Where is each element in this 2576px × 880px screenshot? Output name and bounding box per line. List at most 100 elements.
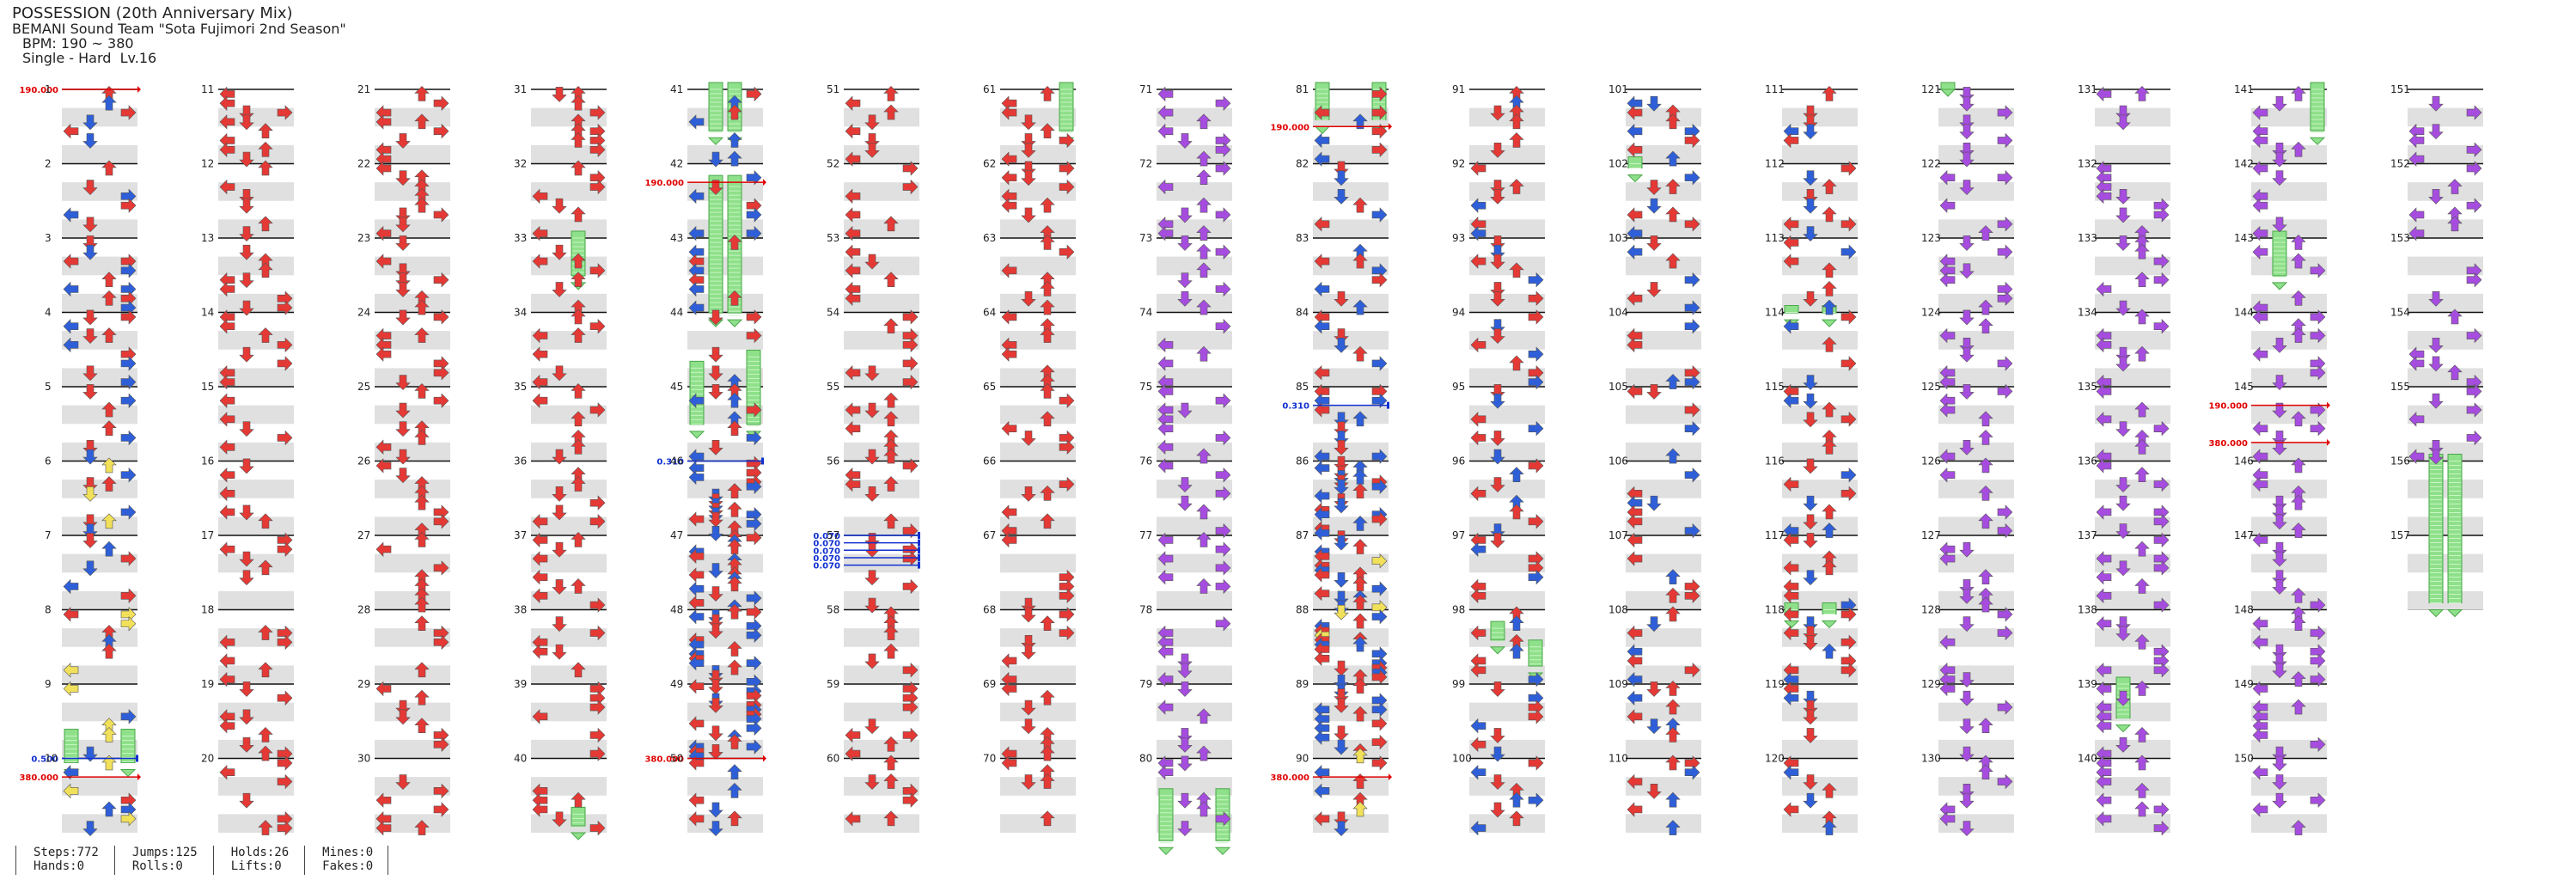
step-arrow [688, 609, 705, 625]
gimmick-marker: 190.000 [19, 86, 141, 95]
measure-number: 42 [670, 158, 683, 170]
beat-band [531, 256, 607, 276]
beat-band [2251, 702, 2327, 722]
measure-number: 49 [670, 678, 683, 690]
measure-number: 26 [357, 455, 370, 468]
measure-number: 51 [827, 83, 839, 95]
gimmick-label: 0.500 [31, 755, 58, 765]
beat-band [62, 516, 137, 535]
beat-band [1938, 702, 2014, 722]
measure-39 [531, 683, 607, 759]
beat-band [1469, 480, 1545, 498]
measure-number: 20 [201, 753, 214, 765]
measure-65 [1000, 386, 1076, 461]
beat-band [2095, 516, 2170, 535]
measure-66 [1000, 460, 1076, 535]
step-arrow [883, 85, 899, 101]
beat-band [1782, 665, 1858, 684]
measure-61 [1000, 89, 1076, 164]
beat-band [687, 628, 763, 647]
gimmick-label: 190.000 [644, 179, 684, 188]
beat-band [62, 293, 137, 313]
beat-band [2251, 777, 2327, 796]
measure-130 [1938, 757, 2014, 833]
beat-band [2251, 182, 2327, 201]
measure-131 [2095, 89, 2170, 164]
beat-band [2095, 777, 2170, 796]
step-arrow [414, 85, 430, 101]
beat-band [1626, 480, 1701, 498]
measure-number: 65 [983, 381, 996, 393]
step-arrow [688, 461, 705, 476]
measure-144 [2251, 311, 2327, 387]
beat-band [1469, 331, 1545, 350]
measure-number: 131 [2078, 83, 2097, 95]
beat-band [1000, 814, 1076, 833]
beat-band [844, 777, 919, 796]
beat-band [1626, 182, 1701, 201]
beat-band [844, 480, 919, 498]
beat-band [531, 590, 607, 610]
measure-82 [1313, 162, 1389, 238]
beat-band [531, 628, 607, 647]
beat-band [1938, 182, 2014, 201]
beat-band [375, 739, 450, 759]
beat-band [531, 777, 607, 796]
stats-group-steps: Steps:772 Hands:0 [15, 846, 114, 875]
measure-number: 39 [514, 678, 527, 690]
hold-tail [1157, 846, 1175, 856]
beat-band [687, 814, 763, 833]
beat-band [1000, 256, 1076, 276]
gimmick-label: 0.310 [656, 458, 684, 468]
gimmick-label: 0.070 [813, 540, 840, 549]
hold-note [1627, 156, 1644, 183]
beat-band [2251, 553, 2327, 573]
measure-number: 68 [983, 604, 996, 616]
beat-band [1313, 590, 1389, 610]
beat-band [1000, 144, 1076, 164]
measure-25 [375, 386, 450, 461]
measure-85 [1313, 386, 1389, 461]
beat-band [1626, 107, 1701, 127]
gimmick-marker: 0.070 [813, 532, 920, 541]
beat-band [1000, 590, 1076, 610]
beat-band [1782, 107, 1858, 127]
measure-55 [844, 386, 919, 461]
measure-number: 111 [1765, 83, 1785, 95]
beat-band [62, 590, 137, 610]
step-arrow [2134, 85, 2150, 101]
measure-47 [687, 535, 763, 610]
beat-band [531, 516, 607, 535]
measure-103 [1626, 237, 1701, 313]
measure-133 [2095, 237, 2170, 313]
measure-33 [531, 237, 607, 313]
beat-band [375, 368, 450, 387]
measure-77 [1157, 535, 1232, 610]
measure-number: 87 [1296, 529, 1309, 541]
gimmick-tip [763, 179, 766, 186]
measure-number: 123 [1921, 232, 1941, 244]
measure-49 [687, 683, 763, 759]
beat-band [1782, 628, 1858, 647]
hold-tail [1214, 846, 1231, 856]
measure-number: 73 [1139, 232, 1152, 244]
gimmick-marker: 0.310 [656, 457, 764, 468]
measure-number: 104 [1608, 307, 1628, 319]
stat-fakes: Fakes:0 [322, 859, 374, 873]
hold-body [1822, 602, 1837, 614]
measure-119 [1782, 683, 1858, 759]
beat-band [1782, 814, 1858, 833]
beat-band [1782, 739, 1858, 759]
beat-band [375, 516, 450, 535]
gimmick-tip [1389, 123, 1392, 131]
measure-71 [1157, 89, 1232, 164]
beat-band [2251, 739, 2327, 759]
measure-106 [1626, 460, 1701, 535]
beat-band [1938, 368, 2014, 387]
beat-band [1626, 405, 1701, 425]
measure-number: 4 [45, 307, 52, 319]
beat-band [375, 219, 450, 238]
song-difficulty: Single - Hard Lv.16 [22, 50, 157, 66]
beat-band [2095, 405, 2170, 425]
beat-band [1313, 777, 1389, 796]
